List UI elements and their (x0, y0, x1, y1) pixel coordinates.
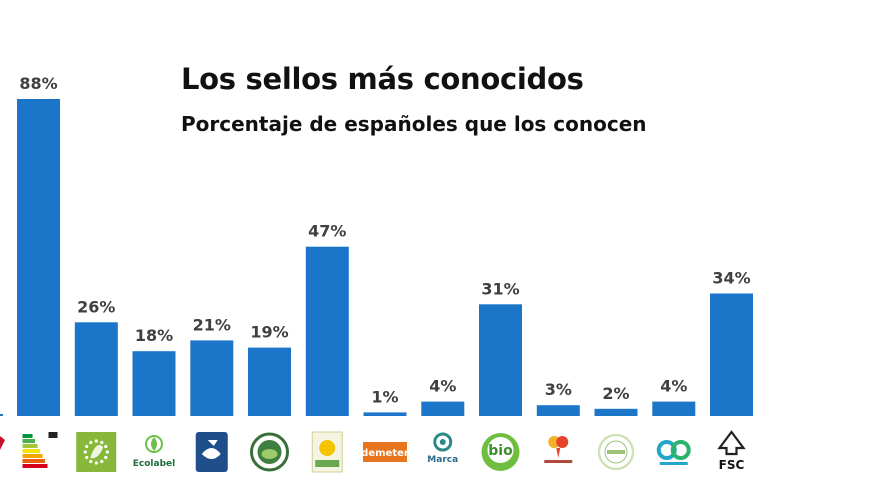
bar (421, 401, 465, 416)
rainforest-alliance-frog-logo (250, 432, 289, 472)
recycling-arrows-logo (654, 438, 693, 466)
demeter-logo: demeter (361, 442, 409, 462)
fsc-tree-logo: FSC (717, 430, 746, 472)
data-label: 21% (193, 315, 231, 334)
bar (305, 246, 349, 416)
chart-title: Los sellos más conocidos (181, 62, 584, 96)
cropped-logo-icon (0, 436, 5, 450)
bar (710, 293, 753, 416)
fruit-label-logo (544, 436, 573, 463)
data-label: 19% (250, 323, 288, 342)
energy-label-logo (22, 432, 58, 468)
bar (190, 340, 234, 416)
circle-seal-logo (597, 433, 635, 471)
msc-fish-logo (195, 432, 228, 472)
bar (17, 99, 60, 416)
bar (74, 322, 118, 416)
bar (132, 351, 176, 416)
data-label: 1% (371, 387, 398, 406)
chart-subtitle: Porcentaje de españoles que los conocen (181, 112, 647, 136)
data-label: 31% (481, 279, 519, 298)
data-label: 3% (545, 380, 572, 399)
logo-label: FSC (719, 458, 745, 472)
logo-label: bio (488, 443, 513, 459)
data-label: 18% (135, 326, 173, 345)
bar (652, 401, 696, 416)
eu-organic-leaf-logo (76, 432, 117, 472)
data-label: 4% (429, 377, 456, 396)
axis-edge-mark (0, 414, 3, 416)
bar (363, 412, 407, 416)
data-label: 26% (77, 297, 115, 316)
data-label: 4% (660, 377, 687, 396)
bar (248, 347, 291, 416)
data-label: 2% (602, 384, 629, 403)
data-label: 47% (308, 222, 346, 241)
sun-label-logo (311, 431, 343, 473)
bar (479, 304, 522, 416)
logo-label: Ecolabel (133, 459, 175, 469)
logo-label: demeter (361, 448, 409, 459)
logo-label: Marca (427, 455, 458, 465)
bio-logo: bio (481, 433, 520, 471)
eu-ecolabel-logo: Ecolabel (133, 435, 175, 469)
marca-logo: Marca (427, 432, 458, 465)
bar (594, 408, 638, 416)
data-label: 88% (19, 74, 57, 93)
data-label: 34% (712, 269, 750, 288)
bar (536, 405, 580, 416)
